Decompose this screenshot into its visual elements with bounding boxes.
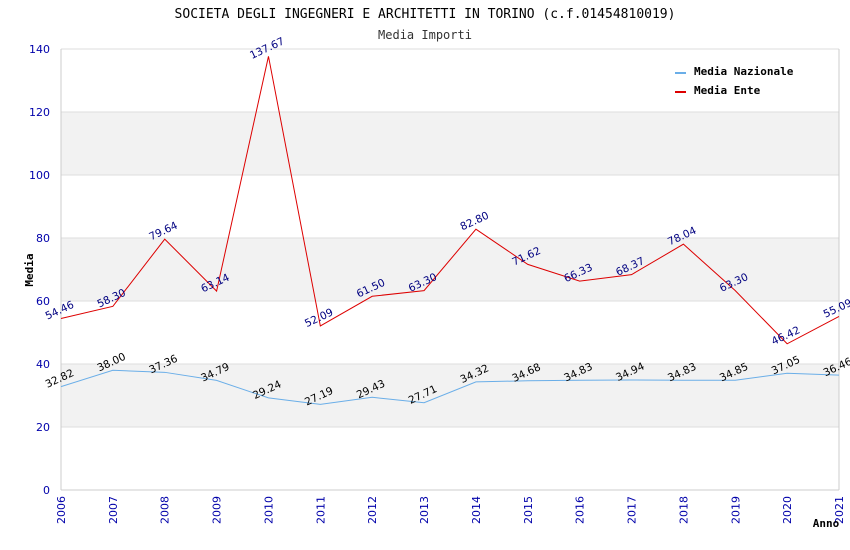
series-line-1 xyxy=(60,369,840,405)
legend-entry: Media Nazionale xyxy=(694,65,794,78)
x-tick-label: 2015 xyxy=(522,496,535,524)
y-tick-label: 100 xyxy=(29,169,50,182)
grid-band xyxy=(61,238,839,301)
x-axis-ticks: 2006 2007 2008 2009 2010 2011 2012 2013 2014 2015… xyxy=(55,496,846,524)
x-tick-label: 2013 xyxy=(418,496,431,524)
x-tick-label: 2017 xyxy=(626,496,639,524)
y-tick-label: 20 xyxy=(36,421,50,434)
y-tick-label: 0 xyxy=(43,484,50,497)
grid-band xyxy=(61,364,839,427)
data-label: 52.09 xyxy=(303,306,335,330)
y-axis-ticks: 0 20 40 60 80 100 120 140 xyxy=(29,43,50,497)
x-axis-label: Anno xyxy=(813,517,840,530)
series-lines xyxy=(60,56,840,405)
legend: Media Nazionale Media Ente xyxy=(675,65,794,97)
x-tick-label: 2009 xyxy=(211,496,224,524)
y-tick-label: 80 xyxy=(36,232,50,245)
x-tick-label: 2011 xyxy=(314,496,327,524)
grid-bands xyxy=(61,112,839,427)
y-tick-label: 40 xyxy=(36,358,50,371)
data-label: 46.42 xyxy=(770,324,802,348)
x-tick-label: 2020 xyxy=(781,496,794,524)
data-label: 82.80 xyxy=(459,210,491,234)
x-tick-label: 2019 xyxy=(729,496,742,524)
x-tick-label: 2018 xyxy=(677,496,690,524)
y-tick-label: 120 xyxy=(29,106,50,119)
x-tick-label: 2006 xyxy=(55,496,68,524)
grid-band xyxy=(61,112,839,175)
x-tick-label: 2016 xyxy=(574,496,587,524)
y-tick-label: 60 xyxy=(36,295,50,308)
chart-title: SOCIETA DEGLI INGEGNERI E ARCHITETTI IN … xyxy=(175,7,676,22)
x-tick-label: 2012 xyxy=(366,496,379,524)
series-line-2 xyxy=(60,56,840,345)
x-tick-label: 2021 xyxy=(833,496,846,524)
x-tick-label: 2007 xyxy=(107,496,120,524)
legend-entry: Media Ente xyxy=(694,84,761,97)
grid-lines xyxy=(60,48,840,491)
y-axis-label: Media xyxy=(23,253,36,286)
x-tick-label: 2014 xyxy=(470,496,483,524)
x-tick-label: 2010 xyxy=(262,496,275,524)
x-tick-label: 2008 xyxy=(159,496,172,524)
data-label: 137.67 xyxy=(248,35,286,61)
chart-subtitle: Media Importi xyxy=(378,28,472,42)
y-tick-label: 140 xyxy=(29,43,50,56)
